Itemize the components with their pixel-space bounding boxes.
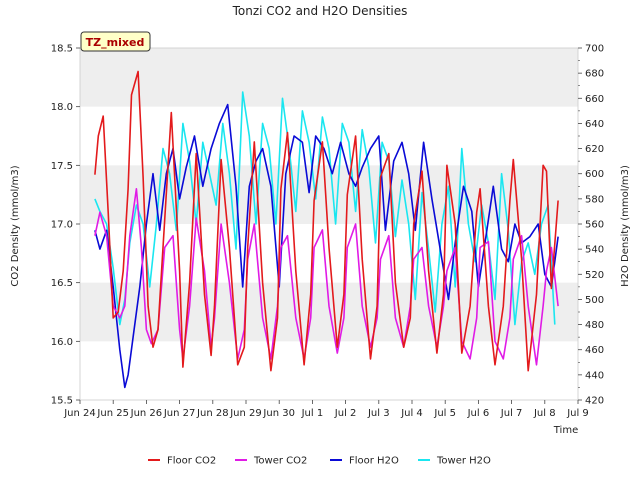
y-right-tick-label: 520 [585,270,604,281]
y-right-tick-label: 420 [585,396,604,407]
series-line-floor-co2 [94,70,559,372]
legend: Floor CO2 Tower CO2 Floor H2O Tower H2O [148,456,491,467]
y-right-tick-label: 480 [585,320,604,331]
x-tick-label: Jun 30 [262,408,295,419]
badge: TZ_mixed [80,31,151,52]
y-right-tick-label: 500 [585,295,604,306]
y-right-tick-label: 600 [585,169,604,180]
y-right-tick-label: 660 [585,94,604,105]
y-right-tick-label: 560 [585,220,604,231]
y-right-tick-label: 440 [585,370,604,381]
y-left-tick-label: 16.0 [51,337,73,348]
x-axis-ticks: Jun 24 Jun 25 Jun 26 Jun 27 Jun 28 Jun 29 Jun … [63,400,589,419]
y-left-tick-label: 18.0 [51,102,73,113]
badge-label: TZ_mixed [86,36,145,49]
x-tick-label: Jun 25 [96,408,129,419]
x-tick-label: Jul 2 [334,408,357,419]
badge-box [80,31,151,52]
legend-label: Floor CO2 [167,456,216,467]
y-left-tick-label: 16.5 [51,278,73,289]
x-tick-label: Jun 29 [229,408,262,419]
y-left-tick-label: 17.5 [51,161,73,172]
x-tick-label: Jul 4 [400,408,423,419]
x-axis-title: Time [553,425,578,436]
x-tick-label: Jun 26 [130,408,163,419]
y-left-tick-label: 18.5 [51,44,73,55]
background-band [80,48,578,107]
x-tick-label: Jun 27 [163,408,196,419]
y-axis-left-title: CO2 Density (mmol/m3) [10,165,21,286]
y-right-tick-label: 460 [585,345,604,356]
x-tick-label: Jul 7 [500,408,523,419]
y-right-tick-label: 580 [585,194,604,205]
x-tick-label: Jul 9 [566,408,589,419]
y-right-tick-label: 640 [585,119,604,130]
y-right-tick-label: 680 [585,69,604,80]
x-tick-label: Jun 28 [196,408,229,419]
legend-label: Tower CO2 [253,456,307,467]
series-line-tower-co2 [94,188,559,366]
x-tick-label: Jul 3 [367,408,390,419]
series-line-floor-h2o [94,103,559,389]
y-right-tick-label: 620 [585,144,604,155]
x-tick-label: Jul 8 [533,408,556,419]
y-axis-left-ticks: 15.5 16.0 16.5 17.0 17.5 18.0 18.5 [51,44,80,407]
legend-label: Tower H2O [436,456,491,467]
series-lines [94,70,559,389]
y-left-tick-label: 17.0 [51,220,73,231]
x-tick-label: Jul 5 [433,408,456,419]
y-right-tick-label: 540 [585,245,604,256]
y-right-tick-label: 700 [585,44,604,55]
chart-title: Tonzi CO2 and H2O Densities [232,4,408,18]
y-axis-right-ticks: 420 440 460 480 500 520 540 560 580 600 620 640 660 6… [578,44,604,407]
x-tick-label: Jul 1 [301,408,324,419]
y-axis-right-title: H2O Density (mmol/m3) [620,165,631,287]
x-tick-label: Jun 24 [63,408,96,419]
background-band [80,282,578,342]
y-left-tick-label: 15.5 [51,396,73,407]
legend-label: Floor H2O [349,456,399,467]
x-tick-label: Jul 6 [467,408,490,419]
